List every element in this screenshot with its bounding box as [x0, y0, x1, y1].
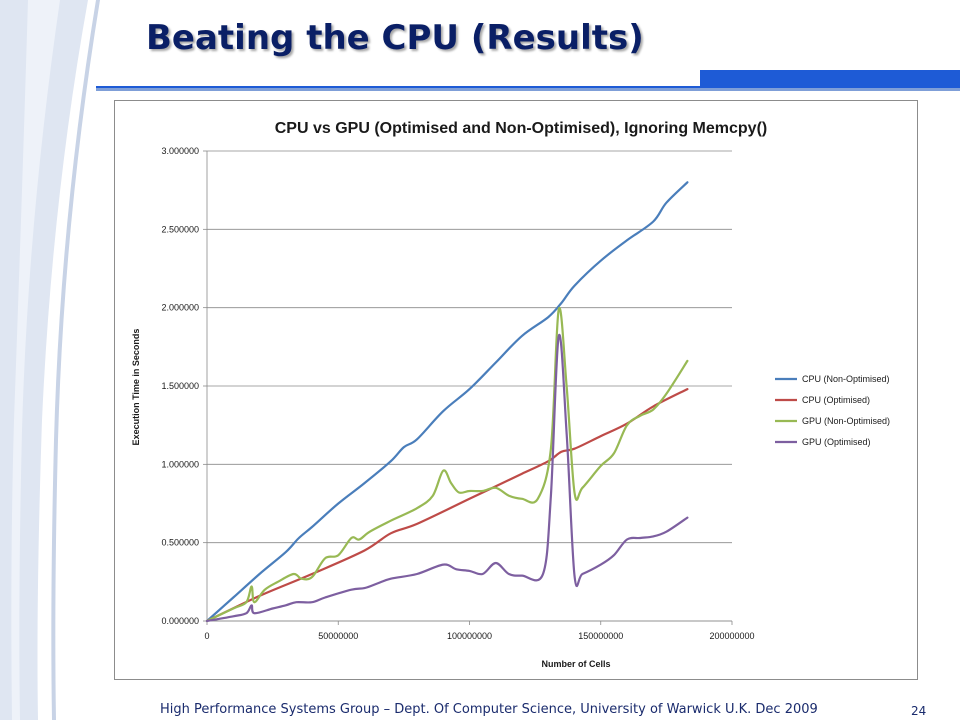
series-lines: [205, 181, 689, 623]
x-tick-label: 200000000: [709, 631, 754, 641]
legend-label: CPU (Optimised): [802, 395, 870, 405]
series-line-gpu-optimised: [205, 333, 689, 623]
line-chart: CPU vs GPU (Optimised and Non-Optimised)…: [131, 120, 890, 669]
series-line-gpu-non-optimised: [205, 306, 689, 623]
series-line-cpu-optimised: [205, 388, 689, 623]
x-tick-label: 150000000: [578, 631, 623, 641]
chart-frame: CPU vs GPU (Optimised and Non-Optimised)…: [114, 100, 918, 680]
title-rule: [96, 86, 960, 88]
series-line-cpu-non-optimised: [205, 181, 689, 623]
footer-text: High Performance Systems Group – Dept. O…: [160, 702, 818, 717]
x-tick-label: 100000000: [447, 631, 492, 641]
title-rule-shadow: [96, 86, 960, 91]
x-axis-label: Number of Cells: [541, 659, 610, 669]
y-tick-label: 0.500000: [161, 538, 199, 548]
legend-label: CPU (Non-Optimised): [802, 374, 890, 384]
left-swoosh-shape: [0, 0, 88, 720]
x-tick-label: 50000000: [318, 631, 358, 641]
y-tick-label: 2.500000: [161, 224, 199, 234]
chart-title: CPU vs GPU (Optimised and Non-Optimised)…: [275, 120, 767, 137]
x-tick-label: 0: [204, 631, 209, 641]
page-number: 24: [911, 704, 927, 718]
legend-label: GPU (Optimised): [802, 437, 871, 447]
left-swoosh-highlight: [11, 0, 61, 720]
left-swoosh-edge: [51, 0, 100, 720]
y-axis-label: Execution Time in Seconds: [131, 329, 141, 446]
title-bar-blue: [700, 70, 960, 86]
slide-title: Beating the CPU (Results): [146, 18, 644, 58]
y-tick-label: 2.000000: [161, 303, 199, 313]
y-tick-label: 0.000000: [161, 616, 199, 626]
y-tick-label: 3.000000: [161, 146, 199, 156]
legend: CPU (Non-Optimised) CPU (Optimised) GPU (N…: [775, 374, 890, 447]
y-tick-label: 1.500000: [161, 381, 199, 391]
legend-label: GPU (Non-Optimised): [802, 416, 890, 426]
y-tick-label: 1.000000: [161, 459, 199, 469]
